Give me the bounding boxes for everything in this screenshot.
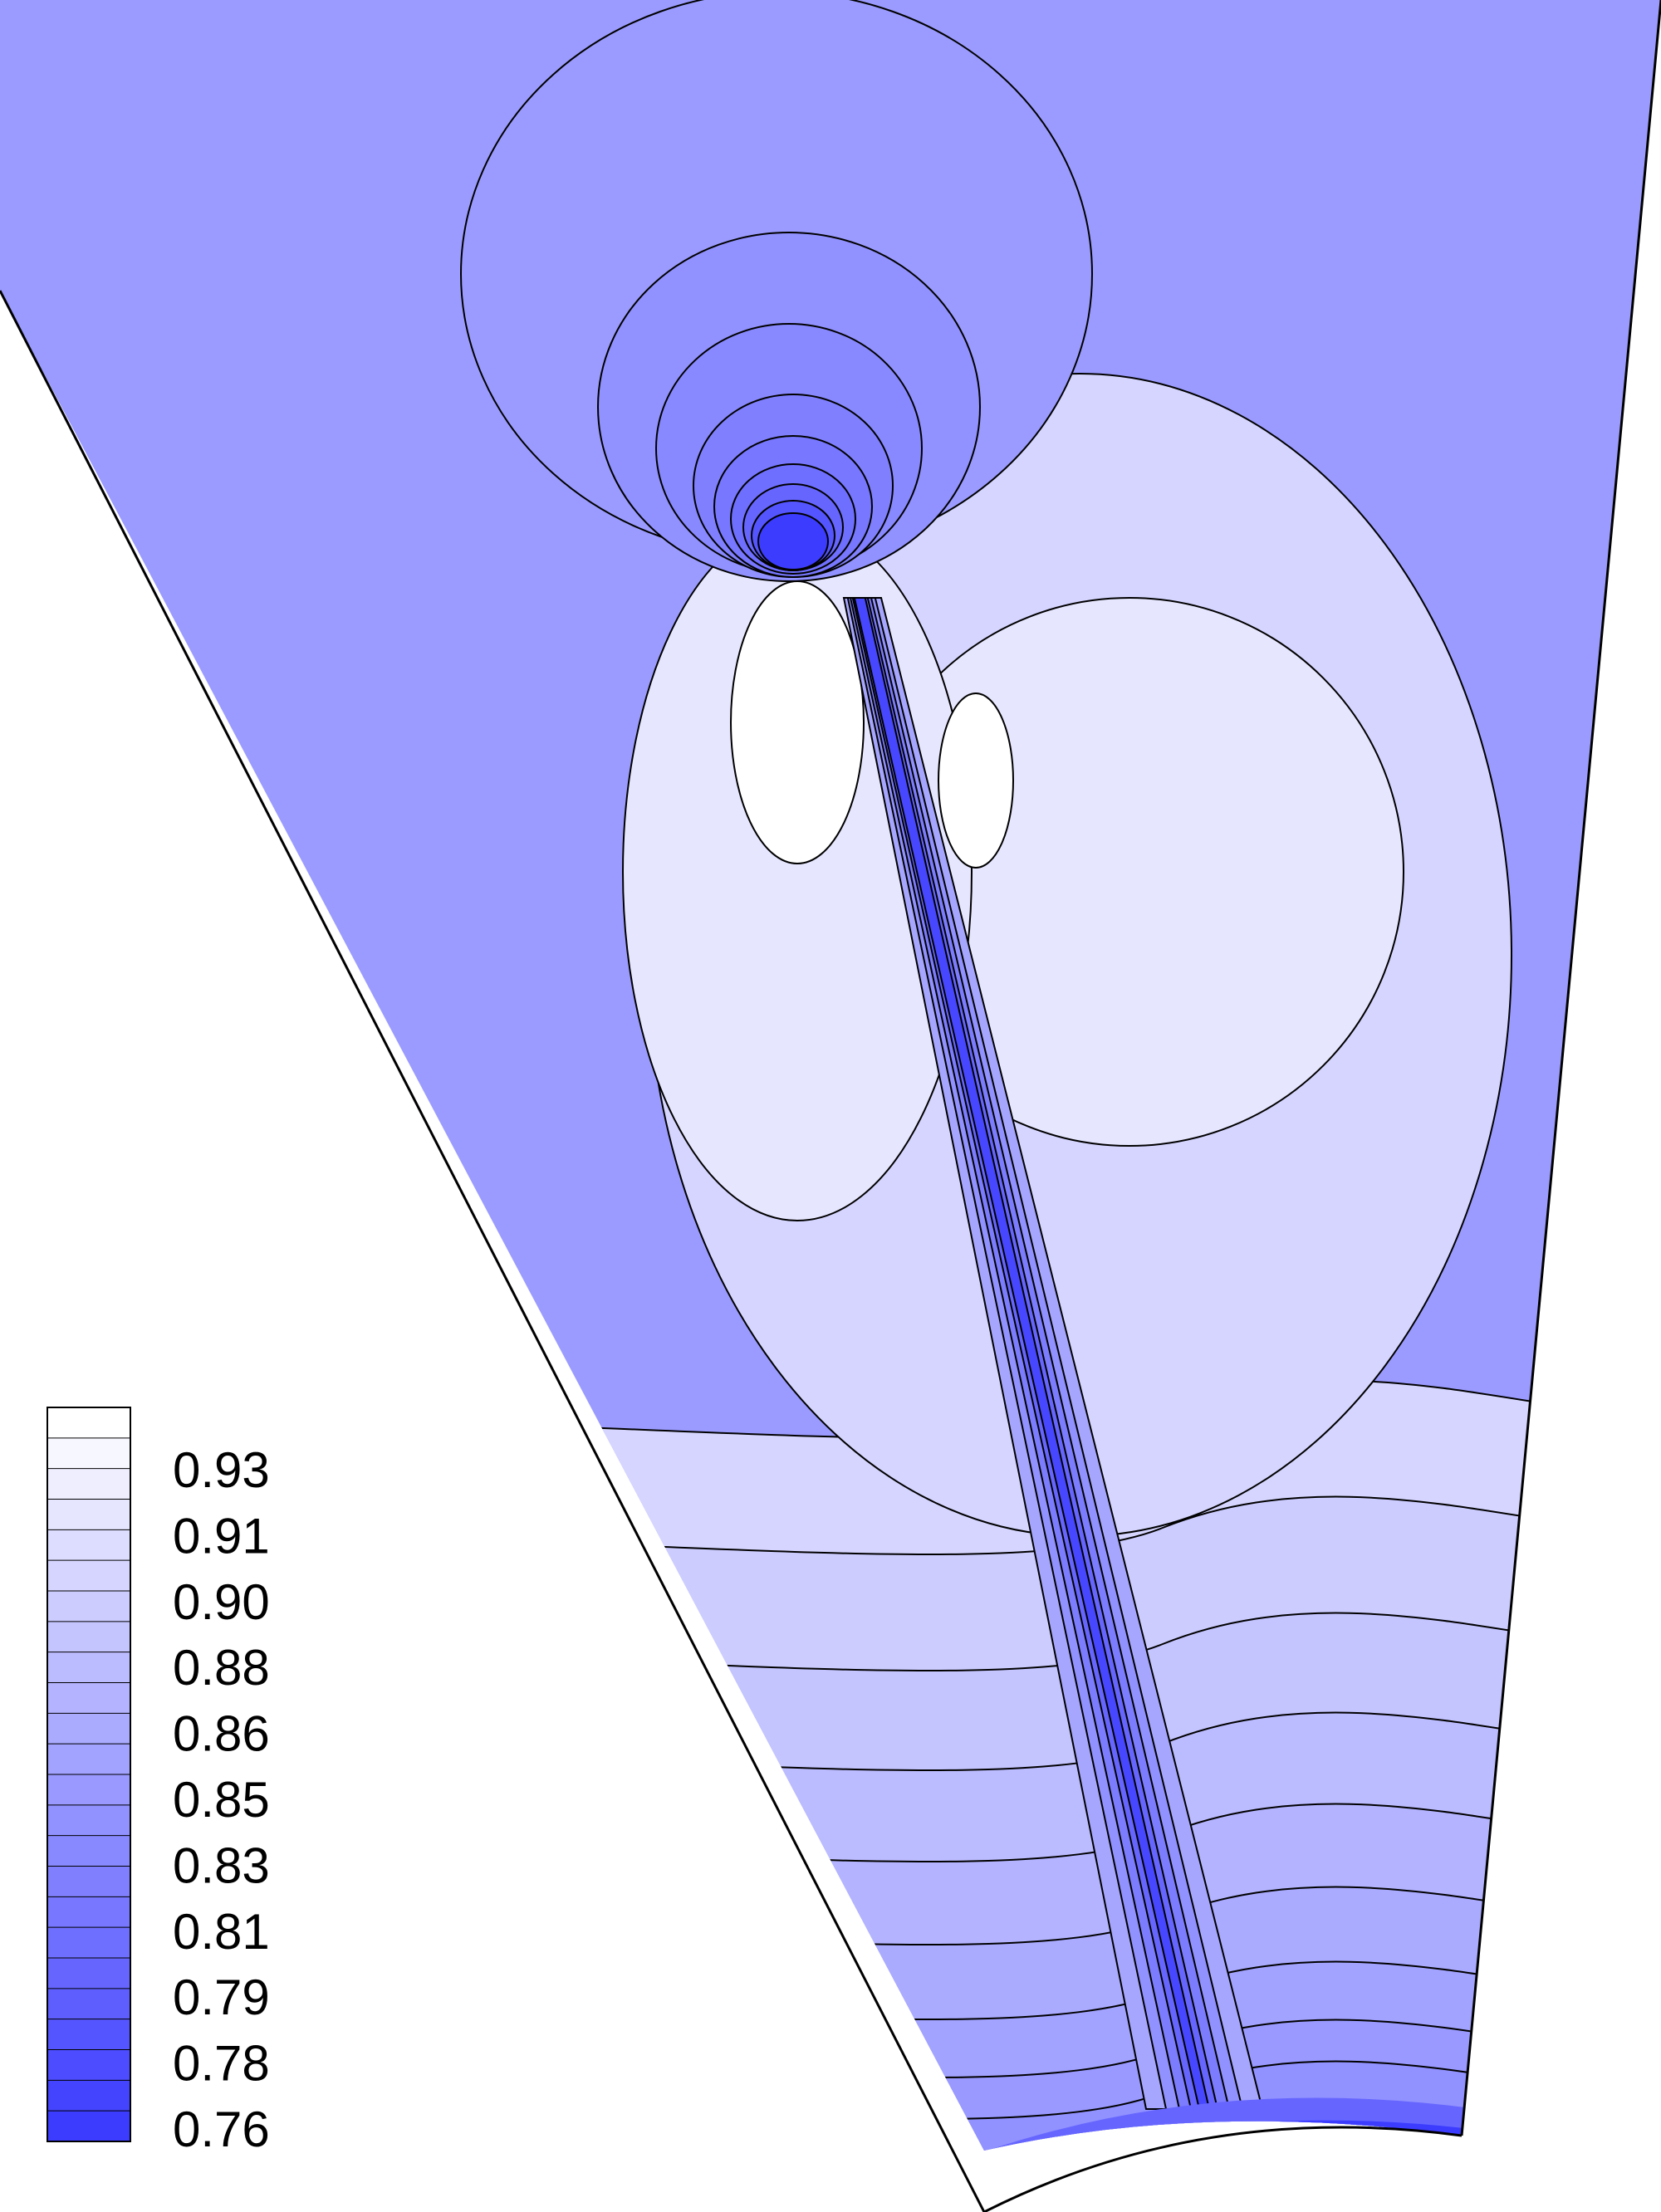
legend-swatch [47, 1499, 130, 1530]
legend-frame [47, 1407, 131, 2142]
legend-swatch [47, 1437, 130, 1470]
legend-swatch [47, 1958, 130, 1989]
contour-line [730, 463, 856, 575]
legend-swatch [47, 2049, 130, 2081]
contour-lobe [731, 581, 864, 864]
legend-tick-label: 0.79 [173, 1970, 270, 2025]
legend-tick-label: 0.76 [173, 2102, 270, 2157]
legend-tick-label: 0.90 [173, 1574, 270, 1630]
legend-swatch [47, 1529, 130, 1561]
legend-swatch [47, 1468, 130, 1500]
legend-swatch [47, 1896, 130, 1928]
legend-labels: 0.93 0.91 0.90 0.88 0.86 0.85 0.83 0.81 0.79 0.78… [173, 1442, 270, 2157]
legend-swatch [47, 2019, 130, 2050]
legend: 0.93 0.91 0.90 0.88 0.86 0.85 0.83 0.81 0.79 0.78… [47, 1407, 270, 2157]
legend-swatch [47, 1866, 130, 1897]
contour-lobe [938, 693, 1013, 868]
legend-swatch [47, 1988, 130, 2020]
contour-line [757, 512, 829, 570]
legend-swatch [47, 1682, 130, 1714]
legend-swatch [47, 1407, 130, 1439]
legend-swatch [47, 2080, 130, 2112]
contour-line [713, 435, 873, 578]
legend-swatch [47, 1774, 130, 1806]
legend-swatch [47, 1713, 130, 1745]
wake-band [854, 598, 1209, 2109]
legend-tick-label: 0.85 [173, 1772, 270, 1828]
legend-tick-label: 0.88 [173, 1640, 270, 1696]
contour-line [938, 692, 1014, 869]
legend-swatch [47, 1835, 130, 1867]
legend-tick-label: 0.83 [173, 1838, 270, 1893]
legend-tick-label: 0.93 [173, 1442, 270, 1498]
legend-swatch [47, 1927, 130, 1959]
legend-tick-label: 0.81 [173, 1904, 270, 1960]
legend-swatch [47, 1560, 130, 1592]
legend-swatch [47, 2111, 130, 2142]
legend-swatch [47, 1744, 130, 1775]
legend-tick-label: 0.91 [173, 1508, 270, 1564]
legend-tick-label: 0.86 [173, 1706, 270, 1762]
legend-swatch [47, 1591, 130, 1622]
legend-swatches [47, 1407, 130, 2142]
contour-ring [758, 513, 828, 570]
legend-tick-label: 0.78 [173, 2036, 270, 2092]
legend-swatch [47, 1804, 130, 1837]
legend-swatch [47, 1652, 130, 1683]
legend-swatch [47, 1621, 130, 1653]
contour-line [597, 232, 981, 582]
